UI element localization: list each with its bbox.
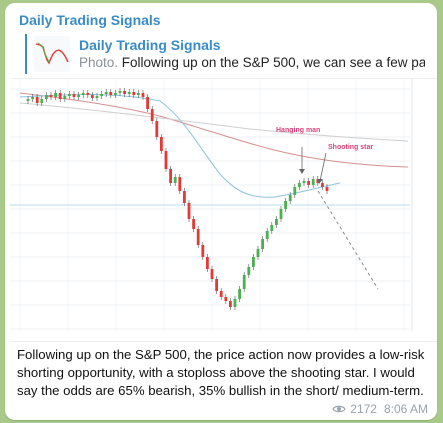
moving-average-1 xyxy=(19,92,409,168)
annotation-shooting-star: Shooting star xyxy=(328,144,373,151)
annotation-hanging-man: Hanging man xyxy=(276,127,320,134)
chart-image[interactable]: Hanging man Shooting star xyxy=(10,78,437,342)
moving-average-2 xyxy=(19,94,341,198)
eye-icon xyxy=(332,405,346,413)
moving-average-3 xyxy=(19,102,409,142)
arrow-shooting-star xyxy=(319,152,327,182)
channel-name[interactable]: Daily Trading Signals xyxy=(19,12,161,28)
reply-type: Photo xyxy=(79,55,115,70)
candlestick-chart: Hanging man Shooting star xyxy=(10,79,413,331)
reply-snippet-text: Following up on the S&P 500, we can see … xyxy=(121,55,425,70)
reply-title: Daily Trading Signals xyxy=(79,37,221,53)
reply-snippet: Photo. Following up on the S&P 500, we c… xyxy=(79,55,425,70)
chart-grid xyxy=(10,79,413,331)
message-bubble: Daily Trading Signals Daily Trading Sign… xyxy=(5,3,437,420)
reply-preview[interactable]: Daily Trading Signals Photo. Following u… xyxy=(25,34,425,74)
message-text: Following up on the S&P 500, the price a… xyxy=(17,347,425,398)
message-time: 8:06 AM xyxy=(383,402,428,416)
reply-thumbnail xyxy=(34,36,70,72)
view-count: 2172 xyxy=(350,402,377,416)
message-meta: 2172 8:06 AM xyxy=(332,402,428,416)
candles xyxy=(26,88,329,310)
projection-line xyxy=(317,190,379,290)
